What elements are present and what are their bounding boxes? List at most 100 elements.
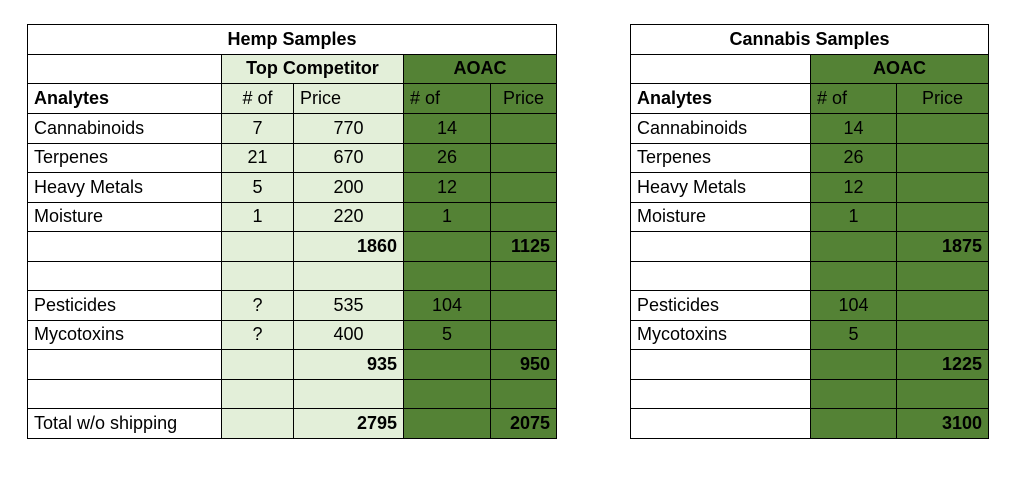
competitor-num-cell: 21 <box>221 142 294 173</box>
aoac-num-cell: 5 <box>810 319 897 350</box>
table-row <box>27 260 557 291</box>
competitor-price-cell <box>293 378 404 409</box>
competitor-num-cell <box>221 260 294 291</box>
aoac-price-cell: 1875 <box>896 231 989 262</box>
analyte-cell <box>630 378 811 409</box>
analyte-cell: Cannabinoids <box>630 113 811 144</box>
hemp-group-blank <box>27 53 222 84</box>
table-row: Cannabinoids 7 770 14 <box>27 113 557 144</box>
aoac-num-cell <box>403 260 491 291</box>
aoac-price-cell <box>896 378 989 409</box>
aoac-num-cell <box>403 378 491 409</box>
analyte-cell: Mycotoxins <box>27 319 222 350</box>
table-row: 1875 <box>630 231 989 262</box>
analyte-cell: Mycotoxins <box>630 319 811 350</box>
aoac-price-cell <box>490 142 557 173</box>
competitor-num-cell: 5 <box>221 172 294 203</box>
aoac-price-cell <box>896 113 989 144</box>
aoac-num-cell: 12 <box>403 172 491 203</box>
competitor-num-cell <box>221 408 294 439</box>
cannabis-samples-table: Cannabis Samples AOAC Analytes # of Pric… <box>630 24 989 439</box>
hemp-group-top-competitor: Top Competitor <box>221 53 404 84</box>
aoac-price-cell: 3100 <box>896 408 989 439</box>
table-row <box>630 378 989 409</box>
competitor-price-cell: 200 <box>293 172 404 203</box>
hemp-col-aoac-num: # of <box>403 83 491 114</box>
competitor-num-cell <box>221 349 294 380</box>
aoac-price-cell <box>490 201 557 232</box>
table-row: Total w/o shipping 2795 2075 <box>27 408 557 439</box>
aoac-price-cell <box>490 290 557 321</box>
analyte-cell: Moisture <box>27 201 222 232</box>
analyte-cell <box>630 231 811 262</box>
competitor-num-cell: ? <box>221 319 294 350</box>
analyte-cell <box>27 260 222 291</box>
cannabis-col-aoac-price: Price <box>896 83 989 114</box>
table-row <box>27 378 557 409</box>
competitor-price-cell: 220 <box>293 201 404 232</box>
hemp-col-aoac-price: Price <box>490 83 557 114</box>
cannabis-table-body: Cannabinoids 14 Terpenes 26 Heavy Metals 12 Mo… <box>630 113 989 439</box>
analyte-cell <box>27 349 222 380</box>
table-row: Heavy Metals 12 <box>630 172 989 203</box>
table-row <box>630 260 989 291</box>
aoac-price-cell: 2075 <box>490 408 557 439</box>
analyte-cell <box>630 349 811 380</box>
table-row: Mycotoxins 5 <box>630 319 989 350</box>
analyte-cell: Moisture <box>630 201 811 232</box>
competitor-price-cell: 935 <box>293 349 404 380</box>
aoac-num-cell: 1 <box>810 201 897 232</box>
aoac-price-cell <box>490 172 557 203</box>
competitor-price-cell: 1860 <box>293 231 404 262</box>
aoac-price-cell: 1125 <box>490 231 557 262</box>
aoac-num-cell <box>810 349 897 380</box>
analyte-cell <box>27 231 222 262</box>
aoac-price-cell: 1225 <box>896 349 989 380</box>
cannabis-col-analytes: Analytes <box>630 83 811 114</box>
aoac-price-cell <box>896 142 989 173</box>
aoac-num-cell: 14 <box>810 113 897 144</box>
cannabis-table-title: Cannabis Samples <box>630 24 989 55</box>
analyte-cell: Pesticides <box>27 290 222 321</box>
aoac-num-cell <box>810 231 897 262</box>
table-row: Terpenes 26 <box>630 142 989 173</box>
table-row: Heavy Metals 5 200 12 <box>27 172 557 203</box>
aoac-price-cell <box>490 113 557 144</box>
aoac-price-cell <box>896 319 989 350</box>
competitor-price-cell: 535 <box>293 290 404 321</box>
hemp-col-analytes: Analytes <box>27 83 222 114</box>
table-row: Moisture 1 220 1 <box>27 201 557 232</box>
analyte-cell: Total w/o shipping <box>27 408 222 439</box>
cannabis-group-blank <box>630 53 811 84</box>
aoac-num-cell <box>403 231 491 262</box>
aoac-num-cell: 14 <box>403 113 491 144</box>
analyte-cell: Heavy Metals <box>27 172 222 203</box>
table-row: Cannabinoids 14 <box>630 113 989 144</box>
hemp-group-aoac: AOAC <box>403 53 557 84</box>
aoac-price-cell <box>896 290 989 321</box>
hemp-col-competitor-price: Price <box>293 83 404 114</box>
aoac-num-cell <box>810 378 897 409</box>
aoac-price-cell <box>490 319 557 350</box>
table-row: 1225 <box>630 349 989 380</box>
cannabis-col-aoac-num: # of <box>810 83 897 114</box>
aoac-num-cell <box>810 408 897 439</box>
competitor-price-cell <box>293 260 404 291</box>
analyte-cell: Terpenes <box>27 142 222 173</box>
analyte-cell: Cannabinoids <box>27 113 222 144</box>
analyte-cell: Terpenes <box>630 142 811 173</box>
table-row: 3100 <box>630 408 989 439</box>
analyte-cell <box>27 378 222 409</box>
table-row: 1860 1125 <box>27 231 557 262</box>
aoac-num-cell: 26 <box>403 142 491 173</box>
hemp-table-body: Cannabinoids 7 770 14 Terpenes 21 670 26 Heavy M… <box>27 113 557 439</box>
aoac-num-cell <box>403 408 491 439</box>
aoac-price-cell <box>490 260 557 291</box>
aoac-num-cell: 26 <box>810 142 897 173</box>
aoac-num-cell: 104 <box>403 290 491 321</box>
aoac-price-cell <box>896 201 989 232</box>
aoac-num-cell: 5 <box>403 319 491 350</box>
competitor-price-cell: 2795 <box>293 408 404 439</box>
aoac-num-cell: 1 <box>403 201 491 232</box>
hemp-col-competitor-num: # of <box>221 83 294 114</box>
